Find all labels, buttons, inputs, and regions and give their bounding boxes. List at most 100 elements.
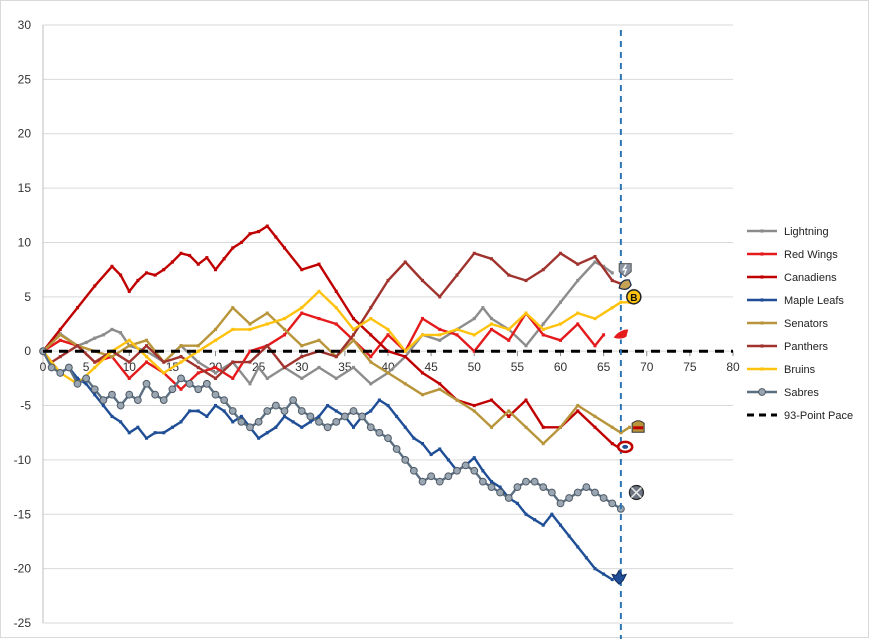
series-point-sabres: [133, 396, 142, 405]
series-point-sabres: [530, 477, 539, 486]
series-point-sabres: [280, 407, 289, 415]
series-point-sabres: [547, 488, 556, 497]
series-point-sabres: [358, 412, 367, 421]
legend-label-lightning: Lightning: [784, 226, 829, 238]
series-point-sabres: [470, 466, 479, 475]
series-line-red-wings: [42, 311, 605, 391]
sabres-logo-icon-swords: [630, 486, 642, 499]
series-point-sabres: [522, 477, 530, 486]
series-point-sabres: [323, 423, 332, 432]
series-point-sabres: [340, 412, 349, 421]
series-point-sabres: [194, 385, 203, 394]
series-point-sabres: [263, 407, 272, 415]
series-point-sabres: [487, 483, 496, 491]
series-point-sabres: [401, 456, 410, 464]
series-point-sabres: [297, 407, 306, 415]
legend-label-senators: Senators: [784, 318, 829, 330]
series-point-sabres: [220, 396, 229, 405]
y-tick-label: -25: [14, 616, 32, 630]
y-tick-label: 25: [18, 72, 32, 86]
y-tick-label: 5: [24, 290, 31, 304]
x-tick-label: 55: [511, 360, 525, 374]
x-tick-label: 30: [295, 360, 309, 374]
x-tick-label: 5: [83, 360, 90, 374]
series-point-sabres: [409, 466, 418, 475]
series-point-sabres: [168, 385, 177, 394]
series-point-sabres: [185, 379, 194, 388]
series-line-panthers: [42, 252, 622, 380]
series-point-sabres: [539, 483, 548, 491]
series-point-sabres: [271, 401, 280, 410]
series-point-sabres: [504, 494, 513, 502]
series-point-sabres: [556, 499, 565, 508]
legend-label-panthers: Panthers: [784, 341, 829, 353]
y-tick-label: -20: [14, 562, 32, 576]
y-tick-label: 10: [18, 235, 32, 249]
series-point-sabres: [202, 379, 211, 388]
series-point-sabres: [418, 477, 427, 486]
series-point-sabres: [246, 423, 254, 432]
series-point-sabres: [159, 396, 168, 405]
series-line-senators: [42, 306, 631, 445]
x-tick-label: 80: [726, 360, 740, 374]
series-point-sabres: [366, 423, 375, 432]
series-point-sabres: [565, 494, 574, 502]
series-point-sabres: [73, 379, 82, 388]
series-line-lightning: [42, 260, 614, 385]
series-point-sabres: [435, 477, 444, 486]
panthers-logo-icon: [618, 279, 632, 290]
series-point-sabres: [478, 477, 487, 486]
series-point-sabres: [90, 385, 99, 394]
legend-label-red-wings: Red Wings: [784, 249, 838, 261]
y-tick-label: 0: [24, 344, 31, 358]
series-point-sabres: [608, 499, 617, 508]
x-tick-label: 45: [424, 360, 438, 374]
series-point-sabres: [289, 396, 298, 405]
series-point-sabres: [513, 483, 522, 491]
x-tick-label: 50: [468, 360, 482, 374]
y-tick-label: 30: [18, 18, 32, 32]
series-point-sabres: [64, 363, 73, 372]
maple-leafs-logo-icon: [611, 569, 628, 586]
series-line-bruins: [42, 290, 630, 385]
series-point-sabres: [56, 369, 65, 377]
red-wings-logo-icon: [612, 328, 630, 340]
series-point-sabres: [461, 461, 470, 470]
bruins-logo-icon: [626, 289, 642, 305]
y-tick-label: -5: [20, 399, 31, 413]
series-point-sabres: [177, 374, 185, 383]
y-tick-label: 20: [18, 127, 32, 141]
series-point-sabres: [599, 494, 608, 502]
x-tick-label: 70: [640, 360, 654, 374]
series-point-sabres: [427, 472, 436, 481]
series-point-sabres: [332, 417, 341, 426]
series-point-sabres: [306, 412, 315, 421]
series-point-sabres: [349, 407, 358, 415]
series-point-sabres: [125, 390, 134, 399]
legend-label-maple-leafs: Maple Leafs: [784, 295, 844, 307]
x-tick-label: 75: [683, 360, 697, 374]
series-point-sabres: [108, 390, 116, 399]
legend-label-canadiens: Canadiens: [784, 272, 837, 284]
series-point-sabres: [116, 401, 125, 410]
series-point-sabres: [47, 363, 56, 372]
series-point-sabres: [453, 466, 461, 475]
legend-marker-sabres: [758, 388, 766, 396]
legend-label-sabres: Sabres: [784, 387, 819, 399]
series-point-sabres: [151, 390, 160, 399]
series-point-sabres: [254, 417, 263, 426]
x-tick-label: 0: [40, 360, 47, 374]
series-point-sabres: [228, 407, 237, 415]
series-point-sabres: [375, 428, 384, 437]
series-point-sabres: [211, 390, 220, 399]
series-point-sabres: [99, 396, 108, 405]
series-point-sabres: [237, 417, 246, 426]
series-line-maple-leafs: [42, 350, 613, 581]
y-tick-label: 15: [18, 181, 32, 195]
senators-logo-icon-band: [633, 426, 644, 430]
series-point-sabres: [444, 472, 453, 481]
y-tick-label: -10: [14, 453, 32, 467]
y-tick-label: -15: [14, 507, 32, 521]
